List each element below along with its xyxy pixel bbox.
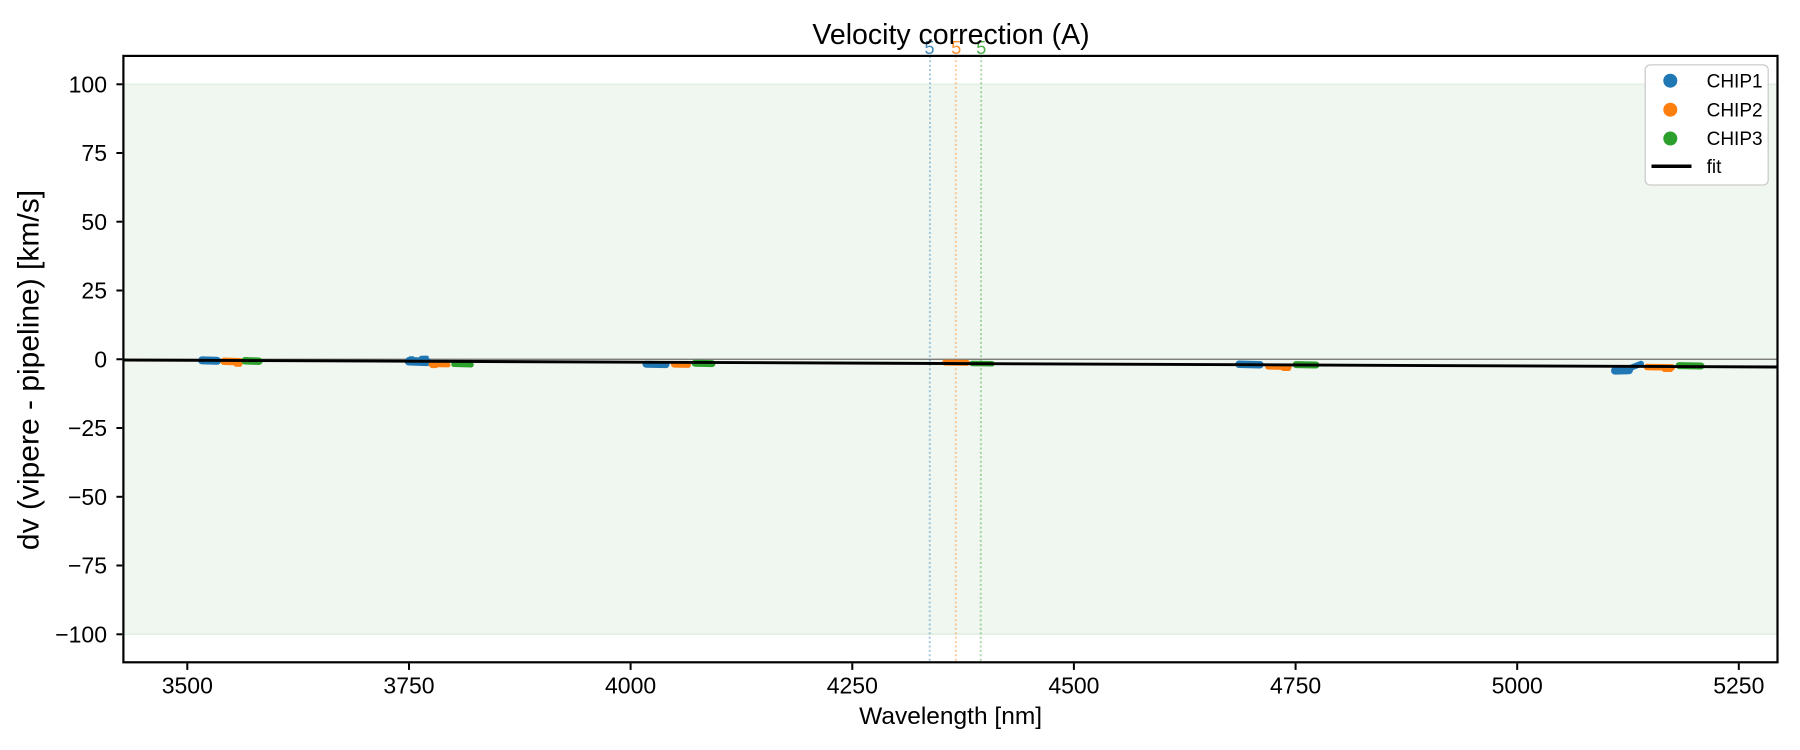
svg-text:−50: −50 — [68, 484, 107, 510]
svg-text:dv (vipere - pipeline) [km/s]: dv (vipere - pipeline) [km/s] — [13, 190, 46, 550]
svg-text:CHIP2: CHIP2 — [1707, 100, 1763, 121]
svg-text:5: 5 — [924, 38, 934, 58]
svg-text:3500: 3500 — [162, 673, 213, 699]
svg-text:CHIP3: CHIP3 — [1707, 129, 1763, 150]
svg-text:5250: 5250 — [1713, 673, 1764, 699]
svg-text:75: 75 — [81, 140, 107, 166]
svg-text:CHIP1: CHIP1 — [1707, 71, 1763, 92]
svg-text:5: 5 — [976, 38, 986, 58]
svg-text:4500: 4500 — [1048, 673, 1099, 699]
svg-text:−25: −25 — [68, 415, 107, 441]
svg-text:fit: fit — [1707, 157, 1723, 178]
svg-text:4000: 4000 — [605, 673, 656, 699]
svg-text:Velocity correction (A): Velocity correction (A) — [812, 19, 1089, 51]
svg-text:0: 0 — [94, 346, 107, 372]
svg-text:−100: −100 — [55, 621, 107, 647]
svg-text:25: 25 — [81, 278, 107, 304]
svg-text:4750: 4750 — [1270, 673, 1321, 699]
svg-text:5: 5 — [951, 38, 961, 58]
svg-text:5000: 5000 — [1492, 673, 1543, 699]
svg-text:Wavelength [nm]: Wavelength [nm] — [859, 703, 1042, 730]
svg-text:3750: 3750 — [383, 673, 434, 699]
svg-text:50: 50 — [81, 209, 107, 235]
svg-text:100: 100 — [69, 72, 107, 98]
svg-text:−75: −75 — [68, 553, 107, 579]
svg-text:4250: 4250 — [827, 673, 878, 699]
